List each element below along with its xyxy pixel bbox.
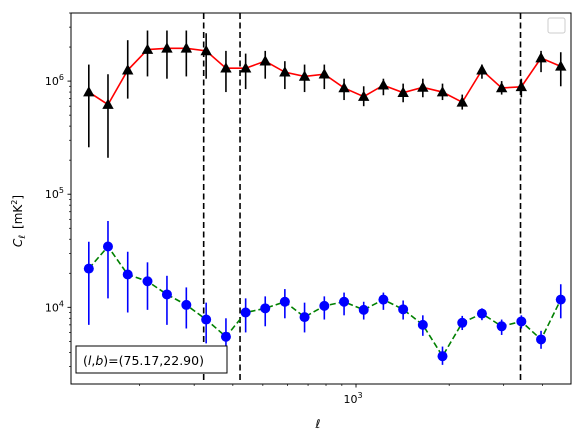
series-1-marker-11 — [299, 312, 310, 323]
series-1-marker-7 — [220, 331, 231, 342]
series-0-marker-8 — [239, 62, 252, 73]
series-0-marker-23 — [535, 52, 547, 63]
y-label-symbol: C — [11, 238, 25, 247]
series-1-marker-24 — [555, 294, 566, 305]
series-1-marker-9 — [260, 303, 271, 314]
series-0-marker-14 — [358, 90, 370, 101]
axes — [70, 12, 572, 385]
series-0-marker-10 — [279, 66, 291, 77]
legend — [547, 17, 566, 34]
y-tick-label-0: 104 — [45, 299, 64, 314]
legend-box — [547, 17, 566, 34]
series-1-marker-23 — [536, 334, 547, 345]
annotation-var-l: l — [88, 353, 92, 368]
annotation-box: (l,b)=(75.17,22.90) — [75, 345, 228, 374]
series-0-marker-0 — [83, 86, 95, 97]
series-1-marker-0 — [83, 263, 94, 274]
annotation-var-b: b — [95, 353, 103, 368]
series-0-marker-6 — [200, 44, 212, 56]
series-0-marker-15 — [377, 79, 390, 90]
series-0-marker-12 — [318, 68, 331, 79]
series-1-marker-13 — [339, 296, 350, 307]
x-tick-label-0: 103 — [343, 391, 362, 406]
series-0-marker-2 — [122, 64, 134, 75]
annotation-prefix: ( — [83, 353, 88, 368]
series-0-marker-22 — [515, 80, 528, 92]
series-1-marker-15 — [378, 294, 389, 305]
series-0-marker-18 — [436, 86, 449, 97]
y-tick-label-2: 106 — [45, 73, 64, 88]
annotation-values: )=(75.17,22.90) — [103, 353, 204, 368]
annotation-text: (l,b)=(75.17,22.90) — [83, 353, 204, 368]
series-0-marker-19 — [456, 96, 468, 107]
series-1-marker-10 — [279, 296, 290, 307]
annotation-frame — [75, 345, 228, 374]
series-1-marker-4 — [161, 289, 172, 300]
series-1-marker-2 — [122, 269, 133, 280]
series-1-marker-22 — [516, 316, 527, 327]
series-0-marker-9 — [259, 55, 271, 66]
y-axis-label-text: Cℓ [mK2] — [10, 195, 28, 247]
x-axis-label-text: ℓ — [315, 417, 321, 431]
series-0-marker-5 — [180, 42, 193, 53]
series-1-marker-16 — [398, 304, 409, 315]
y-label-unit: [mK — [11, 204, 25, 229]
series-1-marker-1 — [102, 241, 113, 252]
series-0 — [83, 30, 567, 158]
series-0-marker-17 — [417, 81, 429, 92]
y-label-unit-sup: 2 — [10, 200, 19, 205]
series-1-marker-18 — [437, 351, 448, 362]
series-0-marker-4 — [161, 42, 173, 53]
series-1 — [83, 220, 566, 365]
series-1-marker-21 — [496, 321, 507, 332]
y-label-subscript: ℓ — [18, 235, 28, 240]
plot-area — [83, 13, 567, 384]
series-1-marker-5 — [181, 299, 192, 310]
series-1-marker-17 — [417, 319, 428, 330]
annotation-sep: , — [91, 353, 95, 368]
series-0-marker-7 — [220, 62, 232, 73]
series-1-marker-20 — [476, 308, 487, 319]
ticks: 104 105 106 103 — [45, 12, 543, 406]
series-0-marker-1 — [102, 98, 114, 109]
series-0-marker-13 — [338, 81, 350, 93]
series-1-marker-14 — [358, 304, 369, 315]
plot-clipped — [83, 13, 567, 384]
series-0-marker-21 — [495, 81, 508, 93]
series-0-marker-3 — [141, 43, 154, 54]
series-0-marker-20 — [476, 64, 488, 75]
series-0-marker-16 — [397, 86, 409, 98]
y-tick-label-1: 105 — [45, 186, 64, 201]
series-1-marker-19 — [457, 317, 468, 328]
series-0-marker-24 — [555, 60, 567, 71]
y-axis-label: Cℓ [mK2] — [10, 195, 28, 247]
series-1-marker-8 — [240, 307, 251, 318]
x-axis-label: ℓ — [315, 417, 321, 431]
y-label-unit-end: ] — [11, 195, 25, 200]
axes-frame — [70, 12, 572, 385]
series-1-marker-6 — [201, 314, 212, 325]
series-1-marker-12 — [319, 300, 330, 311]
series-1-marker-3 — [142, 276, 153, 287]
series-0-marker-11 — [298, 70, 311, 81]
